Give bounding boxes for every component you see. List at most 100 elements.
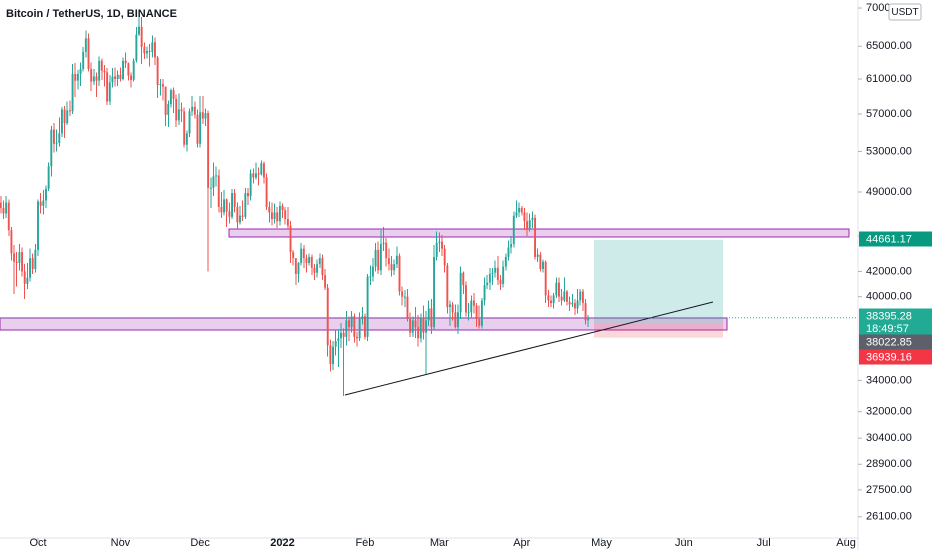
candle-body xyxy=(15,261,18,263)
profit-zone xyxy=(594,239,723,323)
candle-body xyxy=(499,280,502,284)
x-tick-label: Aug xyxy=(836,537,856,549)
candle-body xyxy=(201,112,204,119)
candle-body xyxy=(475,305,478,320)
candle-body xyxy=(278,205,281,222)
candle-body xyxy=(560,296,563,301)
candle-body xyxy=(231,193,233,217)
candle-body xyxy=(260,163,263,175)
candle-body xyxy=(161,84,164,87)
candle-body xyxy=(116,74,119,80)
candle-body xyxy=(79,68,82,74)
candle-body xyxy=(363,316,366,337)
y-tick-label: 53000.00 xyxy=(866,145,912,157)
candle-body xyxy=(398,255,401,292)
y-tick-label: 26100.00 xyxy=(866,511,912,523)
candle-body xyxy=(47,166,50,189)
candle-body xyxy=(252,173,255,178)
candle-body xyxy=(507,247,510,257)
candle-body xyxy=(108,82,111,102)
candle-body xyxy=(276,212,279,222)
candle-body xyxy=(528,220,531,230)
x-tick-label: Dec xyxy=(190,537,210,549)
candle-body xyxy=(273,212,276,219)
candle-body xyxy=(148,51,151,53)
candle-body xyxy=(106,72,109,102)
candle-body xyxy=(483,285,486,301)
candle-body xyxy=(175,98,178,121)
candle-body xyxy=(31,258,34,270)
y-tick-label: 65000.00 xyxy=(866,40,912,52)
currency-badge[interactable] xyxy=(888,3,922,21)
candle-body xyxy=(552,295,555,304)
candle-body xyxy=(207,113,210,188)
candle-body xyxy=(130,75,132,80)
candle-body xyxy=(451,304,454,313)
candle-body xyxy=(356,336,358,339)
candle-body xyxy=(414,320,417,328)
candle-body xyxy=(441,241,443,249)
candle-body xyxy=(98,60,101,81)
long-position[interactable] xyxy=(594,239,723,338)
candle-body xyxy=(164,86,167,115)
candle-body xyxy=(491,272,494,274)
candle-body xyxy=(310,256,313,268)
candle-body xyxy=(579,291,582,301)
candle-body xyxy=(172,90,175,99)
candle-body xyxy=(547,295,550,301)
candle-body xyxy=(584,303,587,321)
candle-body xyxy=(558,282,560,297)
candle-body xyxy=(284,210,287,219)
candle-body xyxy=(127,63,130,76)
candle-body xyxy=(204,113,207,119)
candle-body xyxy=(188,111,191,134)
candle-body xyxy=(247,193,249,197)
candle-body xyxy=(255,173,257,178)
candle-body xyxy=(217,175,220,207)
candle-body xyxy=(494,267,497,273)
candle-body xyxy=(318,258,321,265)
candle-body xyxy=(53,129,55,144)
candle-body xyxy=(395,255,398,265)
candle-body xyxy=(146,51,148,54)
candle-body xyxy=(21,252,24,272)
candle-body xyxy=(417,327,420,339)
candle-body xyxy=(480,300,483,326)
candle-body xyxy=(462,272,465,286)
candle-body xyxy=(313,267,316,273)
candle-body xyxy=(26,277,29,284)
x-tick-label: Nov xyxy=(111,537,131,549)
x-tick-label: Apr xyxy=(513,537,530,549)
candle-body xyxy=(270,212,273,219)
x-tick-label: Oct xyxy=(29,537,46,549)
candle-body xyxy=(568,301,571,305)
candle-body xyxy=(446,265,449,308)
candle-body xyxy=(82,51,85,69)
candle-body xyxy=(87,38,90,69)
x-tick-label: Jul xyxy=(757,537,771,549)
candle-body xyxy=(449,304,451,308)
candle-body xyxy=(358,319,361,339)
countdown: 18:49:57 xyxy=(866,323,909,335)
candle-body xyxy=(361,316,364,320)
candle-body xyxy=(193,106,196,115)
candle-body xyxy=(377,249,380,271)
candles xyxy=(0,15,590,396)
candle-body xyxy=(324,275,327,288)
candle-body xyxy=(212,176,215,188)
price-label: 44661.17 xyxy=(866,233,912,245)
candle-body xyxy=(457,312,459,328)
candle-body xyxy=(289,225,292,253)
candle-body xyxy=(39,201,42,206)
resistance-zone[interactable] xyxy=(228,228,850,238)
chart-title: Bitcoin / TetherUS, 1D, BINANCE xyxy=(6,8,177,20)
y-tick-label: 61000.00 xyxy=(866,73,912,85)
candle-body xyxy=(29,258,31,278)
candle-body xyxy=(228,211,231,217)
candle-body xyxy=(13,253,16,262)
candle-body xyxy=(563,291,566,301)
candle-body xyxy=(183,111,186,145)
candle-body xyxy=(249,173,252,197)
candle-body xyxy=(191,106,194,112)
candle-body xyxy=(486,282,489,286)
